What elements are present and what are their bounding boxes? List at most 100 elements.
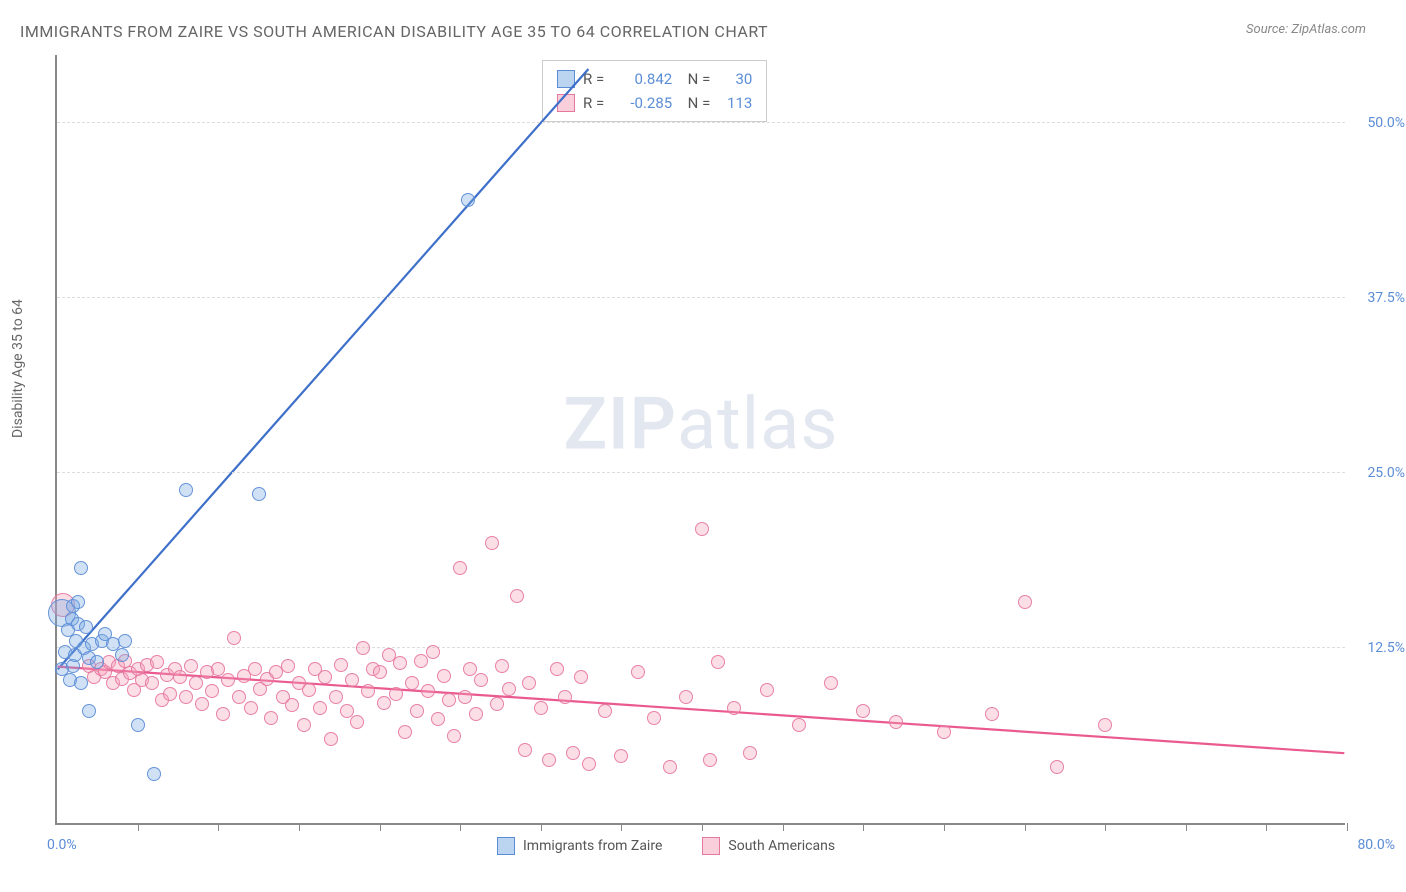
swatch-blue-icon bbox=[557, 70, 575, 88]
scatter-point bbox=[264, 711, 278, 725]
stat-row-blue: R = 0.842 N = 30 bbox=[557, 67, 752, 91]
scatter-point bbox=[131, 718, 145, 732]
scatter-point bbox=[302, 683, 316, 697]
legend-label-blue: Immigrants from Zaire bbox=[523, 838, 662, 854]
legend: Immigrants from Zaire South Americans bbox=[497, 837, 835, 855]
y-tick-label: 25.0% bbox=[1367, 465, 1405, 481]
scatter-point bbox=[318, 670, 332, 684]
stat-box: R = 0.842 N = 30 R = -0.285 N = 113 bbox=[542, 60, 767, 122]
scatter-point bbox=[405, 676, 419, 690]
stat-r-label: R = bbox=[583, 70, 604, 88]
scatter-point bbox=[574, 670, 588, 684]
x-tick bbox=[380, 823, 381, 831]
scatter-point bbox=[147, 767, 161, 781]
scatter-point bbox=[1018, 595, 1032, 609]
x-tick bbox=[218, 823, 219, 831]
x-tick bbox=[1025, 823, 1026, 831]
scatter-point bbox=[431, 712, 445, 726]
scatter-point bbox=[426, 645, 440, 659]
scatter-point bbox=[743, 746, 757, 760]
chart-title: IMMIGRANTS FROM ZAIRE VS SOUTH AMERICAN … bbox=[20, 22, 768, 41]
scatter-point bbox=[1098, 718, 1112, 732]
y-axis-label: Disability Age 35 to 64 bbox=[10, 299, 26, 438]
scatter-point bbox=[90, 655, 104, 669]
scatter-point bbox=[474, 673, 488, 687]
scatter-point bbox=[727, 701, 741, 715]
x-tick bbox=[783, 823, 784, 831]
x-tick bbox=[702, 823, 703, 831]
stat-n-label: N = bbox=[680, 94, 710, 112]
scatter-point bbox=[324, 732, 338, 746]
scatter-point bbox=[495, 659, 509, 673]
stat-n-pink: 113 bbox=[718, 94, 752, 112]
scatter-point bbox=[490, 697, 504, 711]
scatter-point bbox=[82, 704, 96, 718]
scatter-point bbox=[937, 725, 951, 739]
scatter-point bbox=[150, 655, 164, 669]
scatter-point bbox=[410, 704, 424, 718]
gridline bbox=[57, 297, 1345, 298]
scatter-point bbox=[244, 701, 258, 715]
scatter-point bbox=[469, 707, 483, 721]
scatter-point bbox=[145, 676, 159, 690]
scatter-point bbox=[232, 690, 246, 704]
legend-item-pink: South Americans bbox=[702, 837, 835, 855]
scatter-point bbox=[205, 684, 219, 698]
scatter-point bbox=[118, 634, 132, 648]
scatter-point bbox=[485, 536, 499, 550]
gridline bbox=[57, 472, 1345, 473]
scatter-point bbox=[703, 753, 717, 767]
scatter-point bbox=[221, 673, 235, 687]
stat-r-label: R = bbox=[583, 94, 604, 112]
y-tick-label: 37.5% bbox=[1367, 290, 1405, 306]
scatter-point bbox=[350, 715, 364, 729]
scatter-point bbox=[163, 687, 177, 701]
scatter-point bbox=[760, 683, 774, 697]
watermark: ZIPatlas bbox=[563, 381, 838, 466]
x-tick bbox=[541, 823, 542, 831]
scatter-point bbox=[361, 684, 375, 698]
scatter-point bbox=[252, 487, 266, 501]
scatter-point bbox=[856, 704, 870, 718]
scatter-point bbox=[534, 701, 548, 715]
x-tick bbox=[863, 823, 864, 831]
scatter-point bbox=[679, 690, 693, 704]
x-tick bbox=[299, 823, 300, 831]
scatter-point bbox=[281, 659, 295, 673]
scatter-point bbox=[393, 656, 407, 670]
scatter-point bbox=[711, 655, 725, 669]
scatter-point bbox=[313, 701, 327, 715]
scatter-point bbox=[566, 746, 580, 760]
swatch-pink-icon bbox=[557, 94, 575, 112]
scatter-point bbox=[792, 718, 806, 732]
scatter-point bbox=[179, 690, 193, 704]
watermark-light: atlas bbox=[677, 381, 839, 466]
legend-item-blue: Immigrants from Zaire bbox=[497, 837, 662, 855]
x-tick bbox=[1186, 823, 1187, 831]
x-tick bbox=[621, 823, 622, 831]
scatter-point bbox=[115, 648, 129, 662]
source-label: Source: ZipAtlas.com bbox=[1246, 22, 1366, 37]
scatter-point bbox=[356, 641, 370, 655]
scatter-point bbox=[510, 589, 524, 603]
x-tick bbox=[1347, 823, 1348, 831]
scatter-point bbox=[663, 760, 677, 774]
stat-n-label: N = bbox=[680, 70, 710, 88]
x-max-label: 80.0% bbox=[1357, 837, 1395, 853]
scatter-point bbox=[518, 743, 532, 757]
x-tick bbox=[1105, 823, 1106, 831]
stat-row-pink: R = -0.285 N = 113 bbox=[557, 91, 752, 115]
x-tick bbox=[460, 823, 461, 831]
scatter-point bbox=[502, 682, 516, 696]
y-tick-label: 12.5% bbox=[1367, 640, 1405, 656]
legend-swatch-blue-icon bbox=[497, 837, 515, 855]
scatter-point bbox=[695, 522, 709, 536]
scatter-point bbox=[889, 715, 903, 729]
watermark-bold: ZIP bbox=[563, 381, 676, 466]
plot-area: ZIPatlas R = 0.842 N = 30 R = -0.285 N =… bbox=[55, 55, 1345, 825]
x-origin-label: 0.0% bbox=[47, 837, 77, 853]
scatter-point bbox=[463, 662, 477, 676]
scatter-point bbox=[421, 684, 435, 698]
scatter-point bbox=[631, 665, 645, 679]
x-tick bbox=[1266, 823, 1267, 831]
